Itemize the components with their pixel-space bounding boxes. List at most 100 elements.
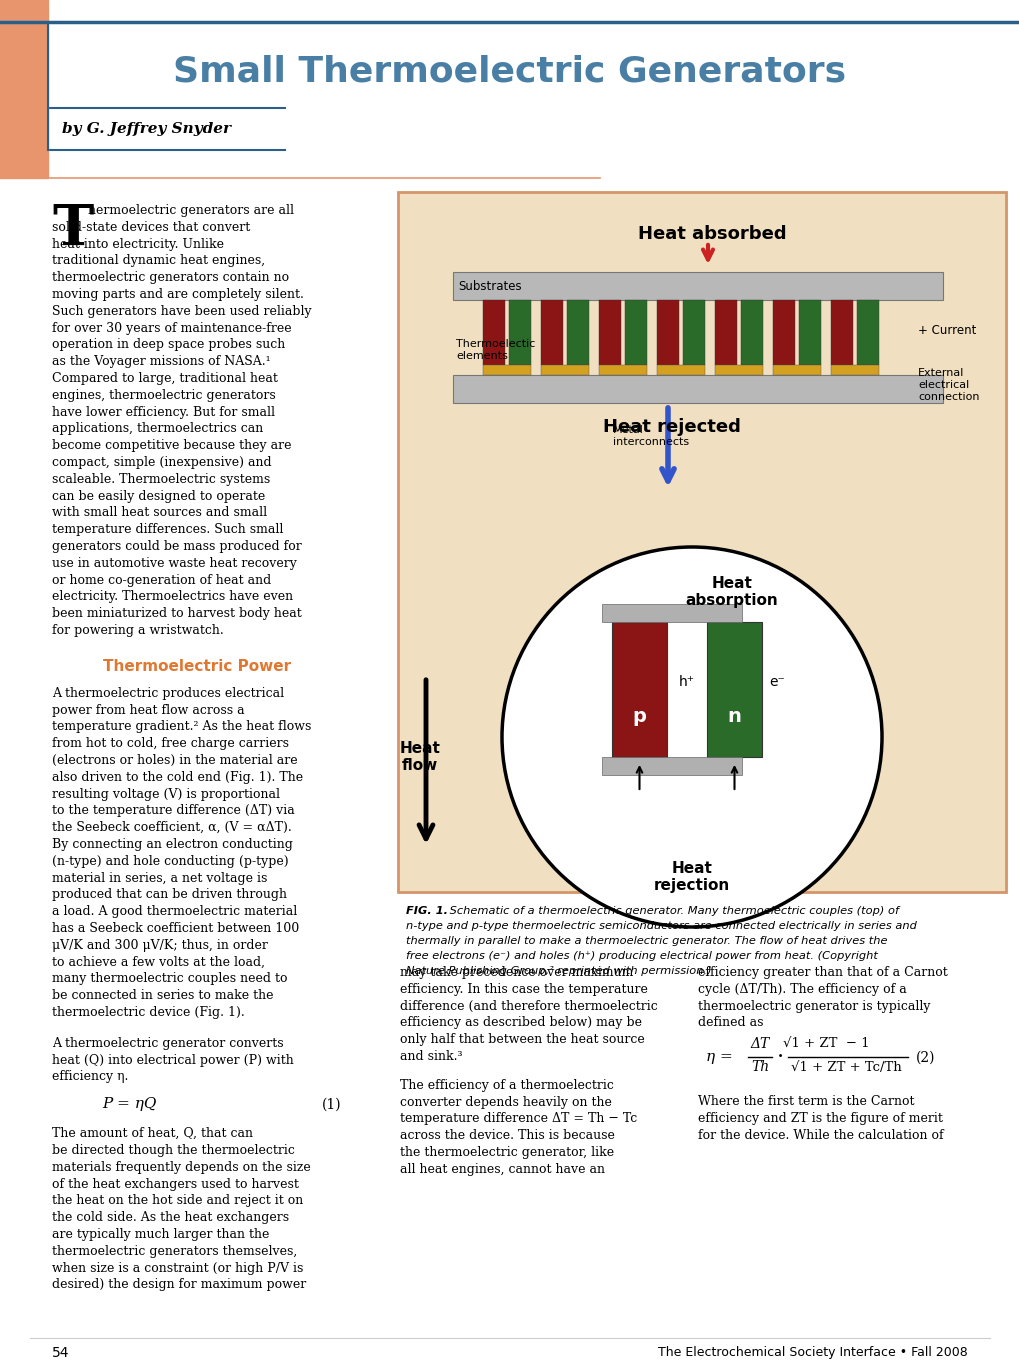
Bar	[540, 300, 562, 364]
Bar	[830, 300, 852, 364]
Text: Heat
rejection: Heat rejection	[653, 861, 730, 893]
Text: and sink.³: and sink.³	[399, 1050, 462, 1063]
Text: as the Voyager missions of NASA.¹: as the Voyager missions of NASA.¹	[52, 355, 270, 369]
Bar	[0, 0, 48, 177]
Bar	[540, 364, 588, 375]
Text: compact, simple (inexpensive) and: compact, simple (inexpensive) and	[52, 456, 271, 470]
Text: Th: Th	[750, 1061, 768, 1074]
Text: Metal
interconnects: Metal interconnects	[612, 425, 689, 446]
Text: power from heat flow across a: power from heat flow across a	[52, 703, 245, 717]
Bar	[714, 364, 762, 375]
Bar	[656, 364, 704, 375]
Text: Compared to large, traditional heat: Compared to large, traditional heat	[52, 373, 277, 385]
Text: moving parts and are completely silent.: moving parts and are completely silent.	[52, 288, 304, 302]
Text: Heat rejected: Heat rejected	[602, 418, 740, 435]
Text: temperature difference ΔT = Th − Tc: temperature difference ΔT = Th − Tc	[399, 1112, 637, 1125]
Bar	[508, 300, 531, 364]
Text: hermoelectric generators are all: hermoelectric generators are all	[88, 203, 293, 217]
Text: resulting voltage (V) is proportional: resulting voltage (V) is proportional	[52, 788, 280, 801]
Bar	[772, 364, 820, 375]
Text: solid-state devices that convert: solid-state devices that convert	[52, 221, 250, 233]
Text: efficiency as described below) may be: efficiency as described below) may be	[399, 1017, 641, 1029]
Bar	[452, 272, 943, 300]
Text: Thermoelectric Power: Thermoelectric Power	[103, 659, 290, 674]
Text: efficiency greater than that of a Carnot: efficiency greater than that of a Carnot	[697, 966, 947, 979]
Text: Thermoelectic
elements: Thermoelectic elements	[455, 339, 535, 360]
Text: P = ηQ: P = ηQ	[102, 1097, 156, 1111]
Bar	[397, 192, 1005, 891]
Text: Where the first term is the Carnot: Where the first term is the Carnot	[697, 1095, 914, 1108]
Text: √1 + ZT + Tc/Th: √1 + ZT + Tc/Th	[790, 1061, 901, 1074]
Text: Such generators have been used reliably: Such generators have been used reliably	[52, 304, 312, 318]
Text: The Electrochemical Society Interface • Fall 2008: The Electrochemical Society Interface • …	[657, 1346, 967, 1360]
Bar	[567, 300, 588, 364]
Text: been miniaturized to harvest body heat: been miniaturized to harvest body heat	[52, 607, 302, 620]
Text: materials frequently depends on the size: materials frequently depends on the size	[52, 1160, 311, 1174]
Bar	[452, 375, 943, 403]
Text: (2): (2)	[915, 1050, 934, 1065]
Text: to the temperature difference (ΔT) via: to the temperature difference (ΔT) via	[52, 804, 294, 818]
Text: across the device. This is because: across the device. This is because	[399, 1129, 614, 1143]
Text: only half that between the heat source: only half that between the heat source	[399, 1033, 644, 1046]
Bar	[830, 364, 878, 375]
Bar	[856, 300, 878, 364]
Text: by G. Jeffrey Snyder: by G. Jeffrey Snyder	[62, 121, 230, 136]
Text: difference (and therefore thermoelectric: difference (and therefore thermoelectric	[399, 999, 657, 1013]
Text: generators could be mass produced for: generators could be mass produced for	[52, 541, 302, 553]
Text: are typically much larger than the: are typically much larger than the	[52, 1228, 269, 1241]
Text: FIG. 1.: FIG. 1.	[406, 906, 447, 916]
Bar	[598, 364, 646, 375]
Text: By connecting an electron conducting: By connecting an electron conducting	[52, 838, 292, 850]
Text: electricity. Thermoelectrics have even: electricity. Thermoelectrics have even	[52, 591, 292, 603]
Text: p: p	[632, 707, 646, 726]
Text: applications, thermoelectrics can: applications, thermoelectrics can	[52, 422, 263, 435]
Text: become competitive because they are: become competitive because they are	[52, 440, 291, 452]
Text: the heat on the hot side and reject it on: the heat on the hot side and reject it o…	[52, 1194, 303, 1208]
Text: heat into electricity. Unlike: heat into electricity. Unlike	[52, 238, 224, 251]
Text: the cold side. As the heat exchangers: the cold side. As the heat exchangers	[52, 1211, 288, 1224]
Text: may take precedence over maximum: may take precedence over maximum	[399, 966, 633, 979]
Text: A thermoelectric generator converts: A thermoelectric generator converts	[52, 1037, 283, 1050]
Text: A thermoelectric produces electrical: A thermoelectric produces electrical	[52, 687, 284, 700]
Text: 54: 54	[52, 1346, 69, 1360]
Bar	[625, 300, 646, 364]
Text: efficiency η.: efficiency η.	[52, 1070, 128, 1084]
Text: Heat
absorption: Heat absorption	[685, 576, 777, 609]
Text: many thermoelectric couples need to: many thermoelectric couples need to	[52, 972, 287, 986]
Text: Nature Publishing Group,² reprinted with permission.): Nature Publishing Group,² reprinted with…	[406, 966, 711, 976]
Bar	[706, 622, 761, 758]
Text: or home co-generation of heat and: or home co-generation of heat and	[52, 573, 271, 587]
Text: External
electrical
connection: External electrical connection	[917, 369, 978, 401]
Bar	[740, 300, 762, 364]
Text: for the device. While the calculation of: for the device. While the calculation of	[697, 1129, 943, 1141]
Text: operation in deep space probes such: operation in deep space probes such	[52, 339, 285, 351]
Text: temperature differences. Such small: temperature differences. Such small	[52, 523, 283, 536]
Text: thermoelectric generators themselves,: thermoelectric generators themselves,	[52, 1245, 297, 1257]
Text: scaleable. Thermoelectric systems: scaleable. Thermoelectric systems	[52, 472, 270, 486]
Text: T: T	[52, 202, 94, 257]
Text: also driven to the cold end (Fig. 1). The: also driven to the cold end (Fig. 1). Th…	[52, 771, 303, 784]
Text: The efficiency of a thermoelectric: The efficiency of a thermoelectric	[399, 1078, 613, 1092]
Text: for over 30 years of maintenance-free: for over 30 years of maintenance-free	[52, 322, 291, 334]
Text: μV/K and 300 μV/K; thus, in order: μV/K and 300 μV/K; thus, in order	[52, 939, 268, 951]
Text: thermoelectric device (Fig. 1).: thermoelectric device (Fig. 1).	[52, 1006, 245, 1020]
Text: defined as: defined as	[697, 1017, 763, 1029]
Bar	[601, 758, 741, 775]
Text: η =: η =	[705, 1050, 732, 1065]
Text: Schematic of a thermoelectric generator. Many thermoelectric couples (top) of: Schematic of a thermoelectric generator.…	[445, 906, 898, 916]
Circle shape	[501, 547, 881, 927]
Text: ·: ·	[775, 1046, 783, 1069]
Bar	[683, 300, 704, 364]
Text: can be easily designed to operate: can be easily designed to operate	[52, 490, 265, 502]
Text: be connected in series to make the: be connected in series to make the	[52, 990, 273, 1002]
Bar	[656, 300, 679, 364]
Text: when size is a constraint (or high P/V is: when size is a constraint (or high P/V i…	[52, 1261, 303, 1275]
Text: efficiency. In this case the temperature: efficiency. In this case the temperature	[399, 983, 647, 996]
Text: Heat
flow: Heat flow	[399, 741, 440, 773]
Text: engines, thermoelectric generators: engines, thermoelectric generators	[52, 389, 275, 401]
Text: free electrons (e⁻) and holes (h⁺) producing electrical power from heat. (Copyri: free electrons (e⁻) and holes (h⁺) produ…	[406, 951, 877, 961]
Text: cycle (ΔT/Th). The efficiency of a: cycle (ΔT/Th). The efficiency of a	[697, 983, 906, 996]
Text: ΔT: ΔT	[750, 1037, 769, 1051]
Text: desired) the design for maximum power: desired) the design for maximum power	[52, 1279, 306, 1291]
Text: has a Seebeck coefficient between 100: has a Seebeck coefficient between 100	[52, 921, 299, 935]
